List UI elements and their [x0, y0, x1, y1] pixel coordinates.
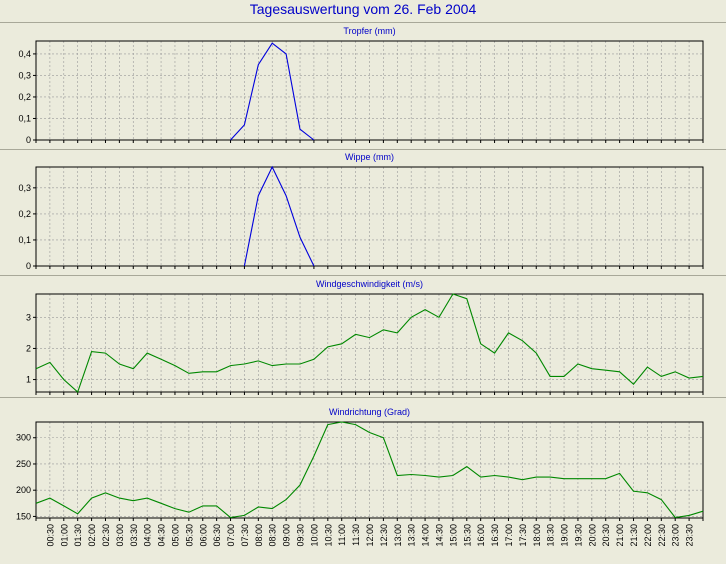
x-tick-label: 12:30: [379, 524, 389, 547]
x-tick-label: 19:30: [573, 524, 583, 547]
x-tick-label: 11:30: [351, 524, 361, 546]
y-tick-label: 0,1: [18, 113, 31, 123]
report-title: Tagesauswertung vom 26. Feb 2004: [249, 1, 477, 17]
y-tick-label: 3: [26, 312, 31, 322]
y-tick-label: 0,3: [18, 70, 31, 80]
x-tick-label: 09:00: [282, 524, 292, 547]
y-tick-label: 0,3: [18, 183, 31, 193]
chart-title-tropfer: Tropfer (mm): [343, 26, 395, 36]
x-tick-label: 15:00: [448, 524, 458, 547]
y-tick-label: 300: [16, 433, 31, 443]
x-tick-label: 10:30: [323, 524, 333, 547]
chart-title-windrichtung: Windrichtung (Grad): [329, 407, 410, 417]
y-tick-label: 250: [16, 459, 31, 469]
x-tick-label: 12:00: [365, 524, 375, 547]
x-tick-label: 08:30: [268, 524, 278, 547]
x-tick-label: 02:00: [87, 524, 97, 547]
x-tick-label: 01:00: [59, 524, 69, 547]
x-tick-label: 20:00: [587, 524, 597, 547]
x-tick-label: 22:00: [643, 524, 653, 547]
y-tick-label: 200: [16, 485, 31, 495]
x-tick-label: 10:00: [309, 524, 319, 547]
x-tick-label: 13:30: [407, 524, 417, 547]
x-tick-label: 02:30: [101, 524, 111, 547]
x-tick-label: 19:00: [560, 524, 570, 547]
panel-divider: [0, 275, 726, 276]
chart-title-windgeschwindigkeit: Windgeschwindigkeit (m/s): [316, 279, 423, 289]
x-tick-label: 01:30: [73, 524, 83, 547]
x-tick-label: 04:00: [143, 524, 153, 547]
x-tick-label: 18:30: [546, 524, 556, 547]
x-tick-label: 20:30: [601, 524, 611, 547]
series-line-wippe: [243, 165, 315, 267]
x-tick-label: 05:30: [184, 524, 194, 547]
x-tick-label: 14:30: [434, 524, 444, 547]
x-tick-label: 23:30: [685, 524, 695, 547]
y-tick-label: 150: [16, 511, 31, 521]
panel-divider: [0, 22, 726, 23]
y-tick-label: 0: [26, 135, 31, 145]
x-tick-label: 21:00: [615, 524, 625, 547]
x-tick-label: 06:00: [198, 524, 208, 547]
x-tick-label: 09:30: [296, 524, 306, 547]
x-tick-label: 14:00: [421, 524, 431, 547]
y-tick-label: 2: [26, 343, 31, 353]
y-tick-label: 0: [26, 261, 31, 271]
series-line-windgeschwindigkeit: [35, 293, 704, 393]
series-line-tropfer: [230, 42, 315, 141]
x-tick-label: 13:00: [393, 524, 403, 547]
x-tick-label: 17:00: [504, 524, 514, 547]
y-tick-label: 0,1: [18, 235, 31, 245]
x-tick-label: 06:30: [212, 524, 222, 547]
panel-divider: [0, 149, 726, 150]
x-tick-label: 22:30: [657, 524, 667, 547]
x-tick-label: 23:00: [671, 524, 681, 547]
x-tick-label: 17:30: [518, 524, 528, 547]
x-tick-label: 11:00: [337, 524, 347, 546]
y-tick-label: 0,2: [18, 209, 31, 219]
x-tick-label: 21:30: [629, 524, 639, 547]
plot-frame-windrichtung: [35, 421, 704, 519]
x-tick-label: 00:30: [45, 524, 55, 547]
x-tick-label: 05:00: [170, 524, 180, 547]
plot-frame-tropfer: [35, 40, 704, 141]
y-tick-label: 1: [26, 375, 31, 385]
y-tick-label: 0,4: [18, 49, 31, 59]
series-line-windrichtung: [35, 421, 704, 519]
x-tick-label: 04:30: [157, 524, 167, 547]
x-tick-label: 18:00: [532, 524, 542, 547]
x-tick-label: 15:30: [462, 524, 472, 547]
x-tick-label: 16:00: [476, 524, 486, 547]
x-tick-label: 03:00: [115, 524, 125, 547]
chart-title-wippe: Wippe (mm): [345, 152, 394, 162]
panel-divider: [0, 397, 726, 398]
y-tick-label: 0,2: [18, 92, 31, 102]
plot-frame-wippe: [35, 166, 704, 267]
x-tick-label: 16:30: [490, 524, 500, 547]
x-tick-label: 08:00: [254, 524, 264, 547]
x-tick-label: 07:30: [240, 524, 250, 547]
x-tick-label: 03:30: [129, 524, 139, 547]
plot-frame-windgeschwindigkeit: [35, 293, 704, 393]
x-tick-label: 07:00: [226, 524, 236, 547]
